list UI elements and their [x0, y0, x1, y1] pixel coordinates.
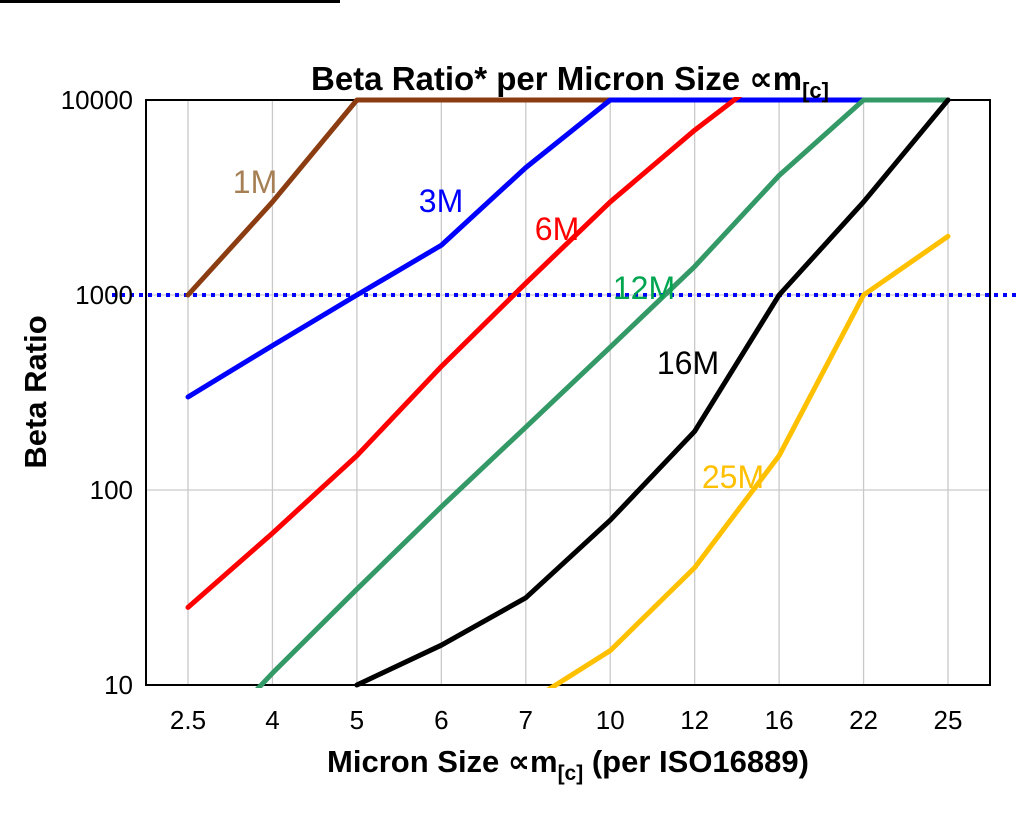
series-line-12M — [254, 97, 951, 688]
series-label-1M: 1M — [233, 164, 277, 200]
series-lines — [185, 97, 951, 688]
chart-title-subscript: [c] — [802, 78, 829, 103]
x-tick-10: 10 — [596, 705, 625, 735]
chart-title-main: Beta Ratio* per Micron Size ∝m — [311, 60, 802, 97]
y-tick-100: 100 — [90, 475, 133, 505]
series-line-3M — [185, 97, 951, 400]
series-label-6M: 6M — [535, 211, 579, 247]
x-tick-25: 25 — [934, 705, 963, 735]
x-axis-label-post: (per ISO16889) — [583, 744, 809, 779]
series-label-25M: 25M — [702, 459, 764, 495]
top-frame-line — [0, 0, 340, 3]
y-tick-1000: 1000 — [75, 280, 133, 310]
x-tick-6: 6 — [434, 705, 448, 735]
series-line-6M — [185, 97, 743, 610]
chart-title: Beta Ratio* per Micron Size ∝m[c] — [311, 60, 829, 103]
series-label-16M: 16M — [657, 345, 719, 381]
y-tick-10000: 10000 — [61, 85, 133, 115]
series-label-12M: 12M — [613, 270, 675, 306]
x-tick-22: 22 — [849, 705, 878, 735]
series-label-3M: 3M — [419, 183, 463, 219]
y-tick-10: 10 — [104, 670, 133, 700]
series-line-25M — [546, 233, 951, 688]
x-tick-7: 7 — [519, 705, 533, 735]
x-axis-label-subscript: [c] — [558, 762, 584, 785]
x-axis-label: Micron Size ∝m[c] (per ISO16889) — [327, 744, 809, 785]
x-tick-5: 5 — [350, 705, 364, 735]
x-axis-label-main: Micron Size ∝m — [327, 744, 558, 779]
x-tick-4: 4 — [265, 705, 279, 735]
y-axis-label: Beta Ratio — [18, 315, 53, 468]
x-tick-2.5: 2.5 — [170, 705, 206, 735]
series-line-16M — [354, 97, 951, 688]
x-tick-12: 12 — [680, 705, 709, 735]
x-tick-16: 16 — [765, 705, 794, 735]
